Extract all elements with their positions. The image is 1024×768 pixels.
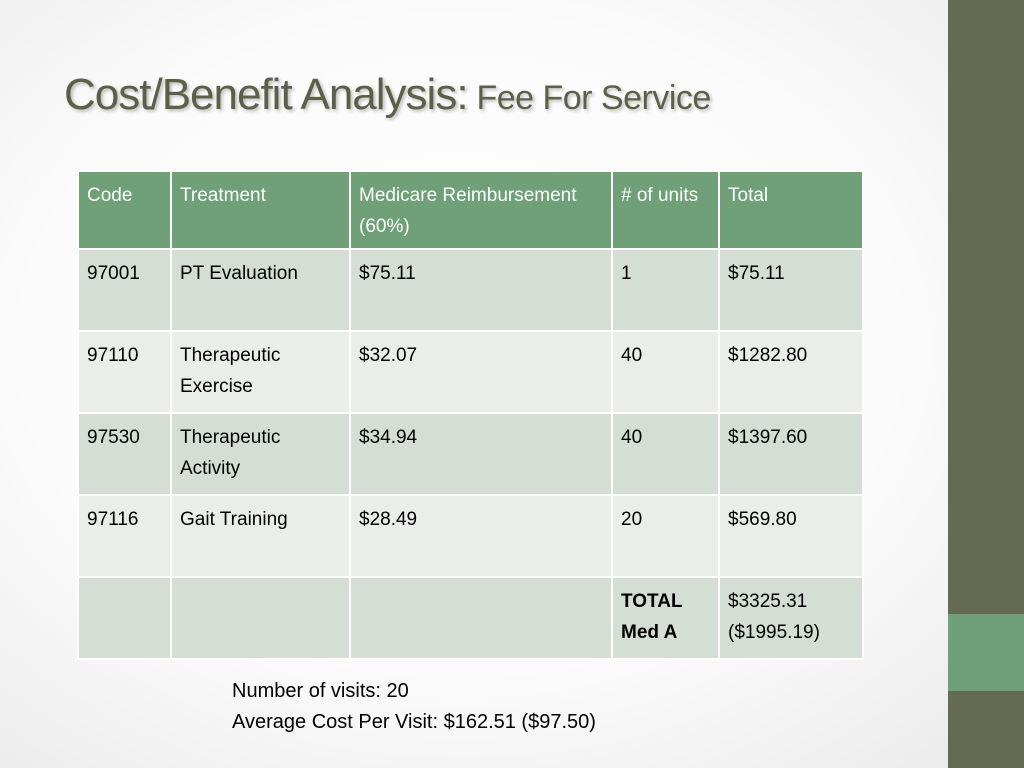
cost-table: Code Treatment Medicare Reimbursement (6…	[77, 170, 864, 660]
header-treatment: Treatment	[170, 170, 351, 250]
cell-reimbursement: $32.07	[349, 330, 613, 414]
average-cost: Average Cost Per Visit: $162.51 ($97.50)	[232, 711, 596, 733]
cell-treatment: Therapeutic Activity	[170, 412, 351, 496]
table-total-row: TOTAL Med A $3325.31 ($1995.19)	[77, 576, 864, 660]
sidebar-accent-block	[948, 614, 1024, 691]
cell-reimbursement: $75.11	[349, 248, 613, 332]
cell-grand-total: $3325.31 ($1995.19)	[718, 576, 864, 660]
cell-code: 97530	[77, 412, 172, 496]
cell-code: 97001	[77, 248, 172, 332]
cell-reimbursement	[349, 576, 613, 660]
cell-units: 20	[611, 494, 720, 578]
cell-total: $75.11	[718, 248, 864, 332]
summary-block: Number of visits: 20 Average Cost Per Vi…	[232, 676, 596, 738]
visits-count: Number of visits: 20	[232, 680, 409, 702]
header-code: Code	[77, 170, 172, 250]
table-row: 97001 PT Evaluation $75.11 1 $75.11	[77, 248, 864, 332]
header-total: Total	[718, 170, 864, 250]
table-header-row: Code Treatment Medicare Reimbursement (6…	[77, 170, 864, 250]
table-row: 97110 Therapeutic Exercise $32.07 40 $12…	[77, 330, 864, 414]
cell-total: $1397.60	[718, 412, 864, 496]
cell-treatment	[170, 576, 351, 660]
cell-code: 97110	[77, 330, 172, 414]
table-row: 97116 Gait Training $28.49 20 $569.80	[77, 494, 864, 578]
cell-reimbursement: $28.49	[349, 494, 613, 578]
slide-title: Cost/Benefit Analysis: Fee For Service	[64, 70, 711, 120]
cell-units: 1	[611, 248, 720, 332]
cell-total: $1282.80	[718, 330, 864, 414]
cell-treatment: Gait Training	[170, 494, 351, 578]
cell-code	[77, 576, 172, 660]
cell-reimbursement: $34.94	[349, 412, 613, 496]
header-units: # of units	[611, 170, 720, 250]
title-subtitle: Fee For Service	[476, 79, 711, 117]
header-reimbursement: Medicare Reimbursement (60%)	[349, 170, 613, 250]
table-row: 97530 Therapeutic Activity $34.94 40 $13…	[77, 412, 864, 496]
cell-treatment: PT Evaluation	[170, 248, 351, 332]
cell-total: $569.80	[718, 494, 864, 578]
cell-code: 97116	[77, 494, 172, 578]
cell-units: 40	[611, 412, 720, 496]
cell-total-label: TOTAL Med A	[611, 576, 720, 660]
cell-units: 40	[611, 330, 720, 414]
title-main: Cost/Benefit Analysis:	[64, 70, 469, 119]
cell-treatment: Therapeutic Exercise	[170, 330, 351, 414]
